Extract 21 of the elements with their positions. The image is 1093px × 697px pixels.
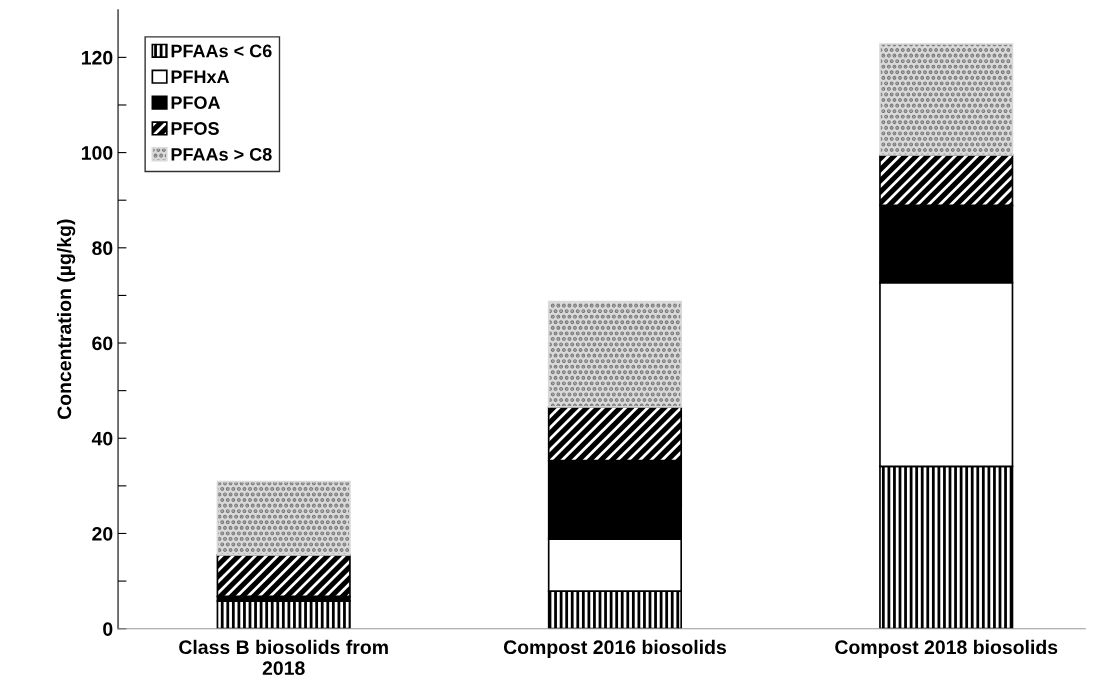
y-tick-label: 100: [81, 146, 113, 160]
bar: [216, 554, 351, 598]
y-tick-label: 40: [91, 431, 113, 446]
bar: [216, 480, 351, 556]
x-tick-label: Class B biosolids from 2018: [179, 639, 388, 676]
bar: [216, 600, 351, 629]
y-tick-label: 60: [92, 336, 113, 351]
legend-label: PFHxA: [171, 70, 230, 84]
x-tick-label: Compost 2016 biosolids: [503, 639, 726, 658]
legend-label: PFOA: [171, 96, 221, 110]
y-axis-title: Concentration (µg/kg): [56, 219, 76, 420]
legend-label: PFAAs < C6: [171, 44, 272, 58]
y-tick-label: 80: [92, 241, 113, 256]
legend-label: PFOS: [171, 122, 219, 135]
y-tick-label: 0: [103, 622, 113, 636]
x-tick-label: Compost 2018 biosolids: [835, 639, 1058, 658]
y-tick-label: 20: [92, 526, 113, 541]
bar: [879, 43, 1014, 156]
y-tick-label: 120: [81, 50, 113, 65]
legend-label: PFAAs > C8: [171, 147, 272, 161]
bar: [547, 300, 683, 408]
